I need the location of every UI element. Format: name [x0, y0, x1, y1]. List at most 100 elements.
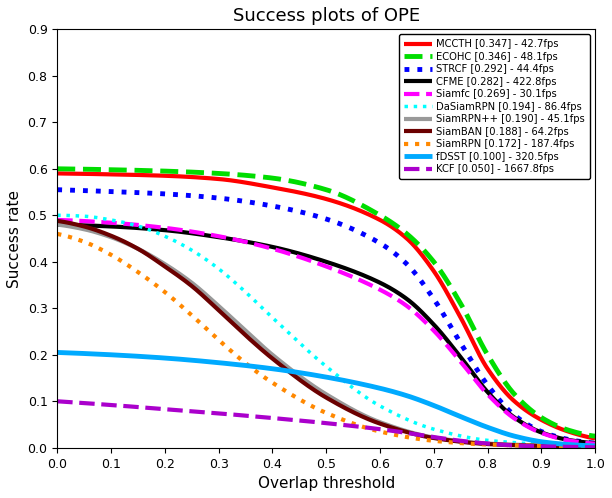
ECOHC [0.346] - 48.1fps: [483, 350, 490, 356]
SiamRPN++ [0.190] - 45.1fps: [483, 441, 490, 447]
STRCF [0.292] - 44.4fps: [423, 286, 430, 292]
STRCF [0.292] - 44.4fps: [483, 380, 490, 386]
CFME [0.282] - 422.8fps: [108, 224, 116, 230]
KCF [0.050] - 1667.8fps: [54, 398, 61, 404]
Line: CFME [0.282] - 422.8fps: CFME [0.282] - 422.8fps: [58, 225, 595, 443]
Siamfc [0.269] - 30.1fps: [423, 320, 430, 326]
Siamfc [0.269] - 30.1fps: [291, 252, 298, 258]
SiamRPN [0.172] - 187.4fps: [291, 393, 298, 399]
Legend: MCCTH [0.347] - 42.7fps, ECOHC [0.346] - 48.1fps, STRCF [0.292] - 44.4fps, CFME : MCCTH [0.347] - 42.7fps, ECOHC [0.346] -…: [400, 34, 590, 179]
MCCTH [0.347] - 42.7fps: [108, 171, 116, 177]
SiamRPN++ [0.190] - 45.1fps: [473, 440, 480, 446]
SiamBAN [0.188] - 64.2fps: [483, 441, 490, 447]
SiamRPN [0.172] - 187.4fps: [483, 442, 490, 448]
STRCF [0.292] - 44.4fps: [271, 203, 278, 209]
Line: Siamfc [0.269] - 30.1fps: Siamfc [0.269] - 30.1fps: [58, 220, 595, 444]
fDSST [0.100] - 320.5fps: [423, 400, 430, 406]
STRCF [0.292] - 44.4fps: [473, 366, 480, 372]
Line: SiamRPN++ [0.190] - 45.1fps: SiamRPN++ [0.190] - 45.1fps: [58, 225, 595, 446]
STRCF [0.292] - 44.4fps: [591, 440, 599, 446]
Line: SiamBAN [0.188] - 64.2fps: SiamBAN [0.188] - 64.2fps: [58, 221, 595, 447]
CFME [0.282] - 422.8fps: [483, 387, 490, 393]
Title: Success plots of OPE: Success plots of OPE: [233, 7, 420, 25]
SiamBAN [0.188] - 64.2fps: [423, 434, 430, 440]
MCCTH [0.347] - 42.7fps: [483, 364, 490, 370]
SiamRPN++ [0.190] - 45.1fps: [271, 354, 278, 360]
SiamRPN++ [0.190] - 45.1fps: [108, 235, 116, 241]
SiamRPN [0.172] - 187.4fps: [423, 437, 430, 443]
SiamBAN [0.188] - 64.2fps: [473, 440, 480, 446]
Siamfc [0.269] - 30.1fps: [271, 247, 278, 252]
ECOHC [0.346] - 48.1fps: [473, 332, 480, 338]
fDSST [0.100] - 320.5fps: [291, 369, 298, 375]
STRCF [0.292] - 44.4fps: [108, 189, 116, 195]
Line: STRCF [0.292] - 44.4fps: STRCF [0.292] - 44.4fps: [58, 190, 595, 443]
fDSST [0.100] - 320.5fps: [483, 424, 490, 430]
Line: MCCTH [0.347] - 42.7fps: MCCTH [0.347] - 42.7fps: [58, 173, 595, 438]
KCF [0.050] - 1667.8fps: [483, 441, 490, 447]
Line: SiamRPN [0.172] - 187.4fps: SiamRPN [0.172] - 187.4fps: [58, 234, 595, 447]
Y-axis label: Success rate: Success rate: [7, 190, 22, 287]
KCF [0.050] - 1667.8fps: [291, 417, 298, 423]
ECOHC [0.346] - 48.1fps: [54, 166, 61, 172]
SiamRPN++ [0.190] - 45.1fps: [591, 443, 599, 449]
fDSST [0.100] - 320.5fps: [473, 420, 480, 426]
MCCTH [0.347] - 42.7fps: [473, 347, 480, 353]
CFME [0.282] - 422.8fps: [473, 375, 480, 381]
MCCTH [0.347] - 42.7fps: [291, 189, 298, 195]
CFME [0.282] - 422.8fps: [54, 222, 61, 228]
SiamRPN [0.172] - 187.4fps: [473, 441, 480, 447]
fDSST [0.100] - 320.5fps: [271, 366, 278, 372]
SiamRPN++ [0.190] - 45.1fps: [291, 369, 298, 375]
KCF [0.050] - 1667.8fps: [271, 415, 278, 421]
KCF [0.050] - 1667.8fps: [423, 433, 430, 439]
DaSiamRPN [0.194] - 86.4fps: [423, 424, 430, 430]
ECOHC [0.346] - 48.1fps: [591, 433, 599, 439]
fDSST [0.100] - 320.5fps: [591, 443, 599, 449]
X-axis label: Overlap threshold: Overlap threshold: [258, 476, 395, 491]
KCF [0.050] - 1667.8fps: [108, 402, 116, 408]
ECOHC [0.346] - 48.1fps: [423, 250, 430, 256]
MCCTH [0.347] - 42.7fps: [271, 185, 278, 191]
Line: DaSiamRPN [0.194] - 86.4fps: DaSiamRPN [0.194] - 86.4fps: [58, 215, 595, 445]
DaSiamRPN [0.194] - 86.4fps: [473, 436, 480, 442]
STRCF [0.292] - 44.4fps: [291, 208, 298, 214]
CFME [0.282] - 422.8fps: [591, 440, 599, 446]
fDSST [0.100] - 320.5fps: [54, 350, 61, 356]
MCCTH [0.347] - 42.7fps: [591, 435, 599, 441]
Siamfc [0.269] - 30.1fps: [54, 217, 61, 223]
SiamRPN [0.172] - 187.4fps: [108, 252, 116, 258]
SiamRPN [0.172] - 187.4fps: [271, 381, 278, 387]
CFME [0.282] - 422.8fps: [423, 314, 430, 320]
KCF [0.050] - 1667.8fps: [473, 440, 480, 446]
MCCTH [0.347] - 42.7fps: [423, 258, 430, 264]
SiamRPN++ [0.190] - 45.1fps: [423, 433, 430, 439]
Line: ECOHC [0.346] - 48.1fps: ECOHC [0.346] - 48.1fps: [58, 169, 595, 436]
SiamBAN [0.188] - 64.2fps: [291, 373, 298, 378]
DaSiamRPN [0.194] - 86.4fps: [483, 437, 490, 443]
ECOHC [0.346] - 48.1fps: [271, 175, 278, 181]
DaSiamRPN [0.194] - 86.4fps: [54, 212, 61, 218]
SiamBAN [0.188] - 64.2fps: [591, 444, 599, 450]
SiamRPN++ [0.190] - 45.1fps: [54, 222, 61, 228]
Siamfc [0.269] - 30.1fps: [483, 390, 490, 396]
fDSST [0.100] - 320.5fps: [108, 352, 116, 358]
SiamBAN [0.188] - 64.2fps: [271, 358, 278, 364]
DaSiamRPN [0.194] - 86.4fps: [591, 442, 599, 448]
ECOHC [0.346] - 48.1fps: [108, 167, 116, 173]
SiamBAN [0.188] - 64.2fps: [108, 233, 116, 239]
ECOHC [0.346] - 48.1fps: [291, 179, 298, 185]
CFME [0.282] - 422.8fps: [291, 249, 298, 255]
DaSiamRPN [0.194] - 86.4fps: [271, 317, 278, 323]
Line: fDSST [0.100] - 320.5fps: fDSST [0.100] - 320.5fps: [58, 353, 595, 446]
Line: KCF [0.050] - 1667.8fps: KCF [0.050] - 1667.8fps: [58, 401, 595, 447]
CFME [0.282] - 422.8fps: [271, 245, 278, 250]
STRCF [0.292] - 44.4fps: [54, 187, 61, 193]
Siamfc [0.269] - 30.1fps: [108, 220, 116, 226]
KCF [0.050] - 1667.8fps: [591, 444, 599, 450]
SiamRPN [0.172] - 187.4fps: [54, 231, 61, 237]
DaSiamRPN [0.194] - 86.4fps: [108, 217, 116, 223]
SiamBAN [0.188] - 64.2fps: [54, 218, 61, 224]
Siamfc [0.269] - 30.1fps: [591, 441, 599, 447]
Siamfc [0.269] - 30.1fps: [473, 379, 480, 385]
